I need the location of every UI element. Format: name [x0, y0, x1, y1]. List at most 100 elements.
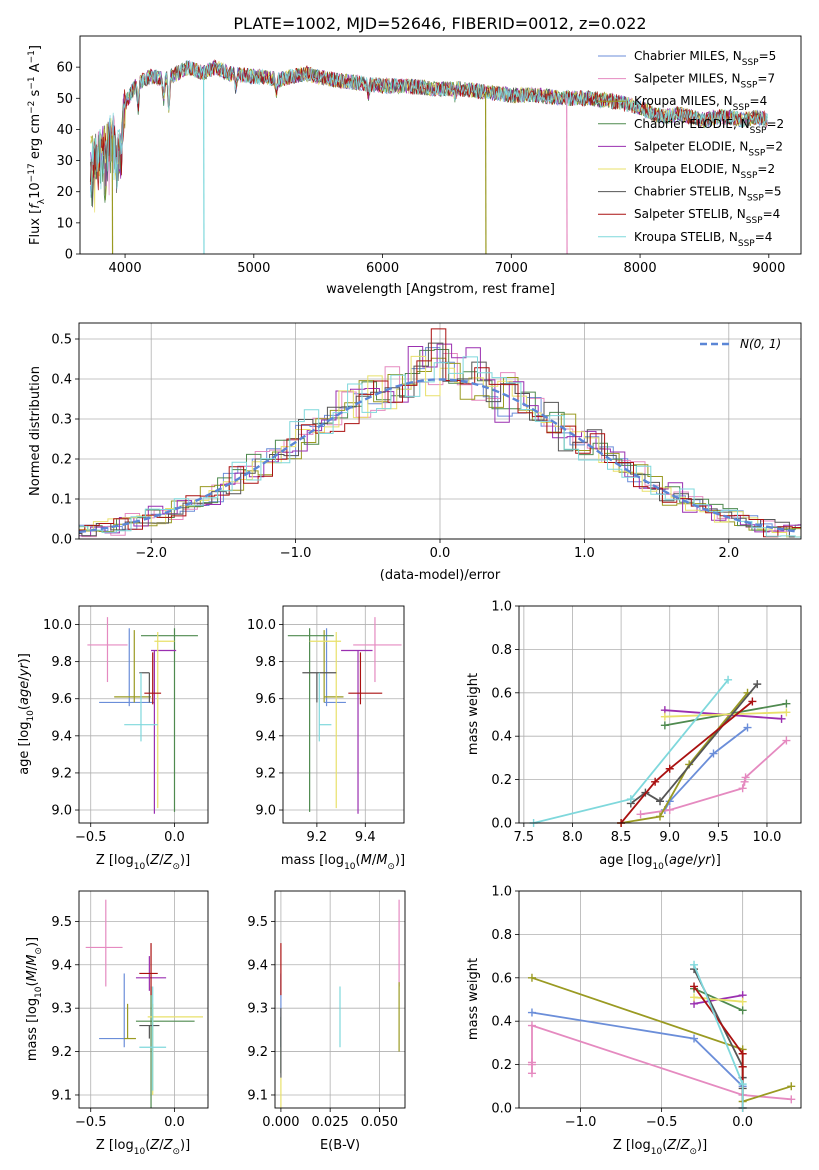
y-tick-label: 1.0 — [491, 600, 512, 615]
legend-entry: N(0, 1) — [740, 337, 781, 351]
y-tick-label: 40 — [56, 123, 73, 138]
x-tick-label: −1.0 — [565, 1115, 597, 1130]
y-tick-label: 9.0 — [255, 804, 276, 819]
histogram-series — [79, 353, 801, 538]
y-tick-label: 9.0 — [51, 804, 72, 819]
weight-line — [664, 711, 787, 718]
y-tick-label: 0.2 — [491, 1058, 512, 1073]
y-tick-label: 60 — [56, 61, 73, 76]
point-marker — [660, 712, 669, 721]
y-tick-label: 0.8 — [491, 643, 512, 658]
point-marker — [656, 812, 664, 821]
x-tick-label: −0.5 — [646, 1115, 678, 1130]
axes-frame — [78, 605, 209, 824]
x-tick-label: 5000 — [237, 261, 270, 276]
y-tick-label: 9.4 — [255, 729, 276, 744]
age_vs_Z-axes — [75, 606, 208, 827]
legend-entry: Salpeter ELODIE, NSSP=2 — [634, 139, 783, 158]
x-tick-label: 0.0 — [164, 830, 185, 845]
legend-entry: Chabrier ELODIE, NSSP=2 — [634, 117, 784, 136]
x-tick-label: 0.0 — [164, 1115, 185, 1130]
point-marker — [665, 764, 674, 773]
legend-entry: Kroupa STELIB, NSSP=4 — [634, 230, 772, 249]
x-tick-label: 2.0 — [718, 546, 739, 561]
point-marker — [753, 680, 762, 689]
point-marker — [782, 736, 791, 745]
y-tick-label: 9.8 — [51, 655, 72, 670]
point-marker — [738, 997, 747, 1006]
point-marker — [527, 1058, 536, 1067]
axes-frame — [518, 605, 802, 824]
point-marker — [738, 1006, 747, 1015]
point-marker — [738, 1049, 747, 1058]
y-tick-label: 9.1 — [247, 1088, 268, 1103]
legend-entry: Salpeter STELIB, NSSP=4 — [634, 207, 780, 226]
y-tick-label: 0.4 — [491, 730, 512, 745]
x-tick-label: 0.050 — [361, 1115, 398, 1130]
x-tick-label: 7000 — [495, 261, 528, 276]
y-tick-label: 9.3 — [51, 1002, 72, 1017]
point-marker — [665, 805, 674, 814]
y-tick-label: 9.4 — [51, 958, 72, 973]
x-tick-label: 9.5 — [708, 830, 729, 845]
x-tick-label: −2.0 — [135, 546, 167, 561]
point-marker — [690, 1034, 699, 1043]
y-axis-label: mass weight — [466, 958, 481, 1040]
point-marker — [709, 749, 718, 758]
x-tick-label: 0.0 — [430, 546, 451, 561]
x-tick-label: 8.5 — [611, 830, 632, 845]
x-tick-label: 7.5 — [514, 830, 535, 845]
y-tick-label: 0.4 — [51, 373, 72, 388]
x-tick-label: 8000 — [624, 261, 657, 276]
x-tick-label: 0.0 — [732, 1115, 753, 1130]
y-tick-label: 9.2 — [51, 1045, 72, 1060]
point-marker — [740, 777, 749, 786]
x-tick-label: −0.5 — [75, 1115, 107, 1130]
figure-title: PLATE=1002, MJD=52646, FIBERID=0012, z=0… — [233, 14, 646, 33]
axes-frame — [274, 890, 406, 1109]
y-tick-label: 9.4 — [51, 729, 72, 744]
point-marker — [651, 777, 660, 786]
axes-frame — [78, 322, 802, 540]
y-axis-label: mass [log10(M/M⊙)] — [25, 937, 44, 1061]
point-marker — [743, 723, 752, 732]
weight-line — [630, 683, 758, 805]
point-marker — [777, 714, 786, 723]
point-marker — [690, 960, 699, 969]
histogram-series — [79, 328, 801, 538]
weight-line — [664, 726, 749, 811]
point-marker — [787, 1095, 796, 1104]
mass_vs_Z-axes — [75, 891, 208, 1112]
x-tick-label: 0.025 — [312, 1115, 349, 1130]
point-marker — [782, 708, 791, 717]
point-marker — [660, 721, 669, 730]
x-tick-label: 6000 — [366, 261, 399, 276]
y-tick-label: 10.0 — [43, 618, 72, 633]
y-tick-label: 10 — [56, 216, 73, 231]
y-tick-label: 20 — [56, 185, 73, 200]
y-axis-label: Flux [fλ10−17 erg cm−2 s−1 A−1] — [27, 45, 47, 245]
x-tick-label: 8.0 — [562, 830, 583, 845]
mass_vs_ebv-axes — [271, 891, 405, 1112]
point-marker — [527, 1008, 536, 1017]
legend-entry: Salpeter MILES, NSSP=7 — [634, 72, 775, 91]
point-marker — [527, 1021, 536, 1030]
y-tick-label: 0.0 — [51, 533, 72, 548]
x-tick-label: −0.5 — [75, 830, 107, 845]
x-tick-label: 9000 — [752, 261, 785, 276]
x-axis-label: (data-model)/error — [380, 568, 501, 583]
x-tick-label: 9.0 — [659, 830, 680, 845]
y-tick-label: 9.8 — [255, 655, 276, 670]
y-tick-label: 9.3 — [247, 1002, 268, 1017]
x-tick-label: 0.000 — [262, 1115, 299, 1130]
point-marker — [626, 795, 635, 804]
y-tick-label: 9.2 — [255, 766, 276, 781]
axes-frame — [282, 605, 405, 824]
axes-frame — [79, 35, 802, 255]
y-tick-label: 9.2 — [51, 766, 72, 781]
y-tick-label: 10.0 — [247, 618, 276, 633]
point-marker — [636, 810, 645, 819]
y-tick-label: 9.4 — [247, 958, 268, 973]
point-marker — [787, 1082, 796, 1091]
y-tick-label: 9.2 — [247, 1045, 268, 1060]
